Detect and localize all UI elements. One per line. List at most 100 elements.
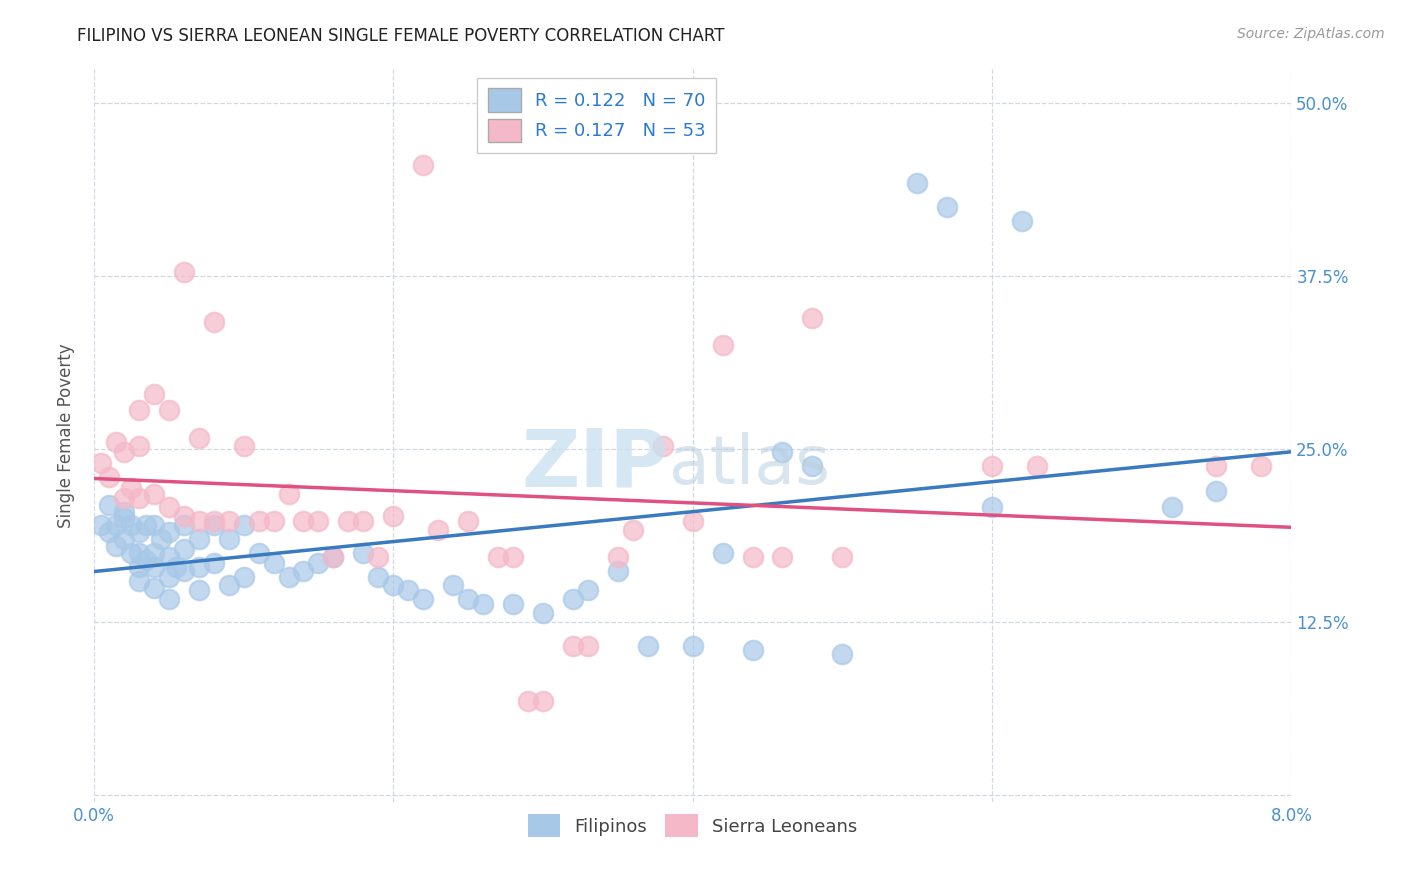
Point (142, 581, 165, 595)
Point (981, 458, 1004, 473)
Point (1205, 483, 1227, 498)
Point (142, 387, 165, 401)
Point (105, 518, 128, 533)
Point (135, 553, 157, 567)
Point (128, 546, 150, 560)
Point (277, 486, 299, 500)
Point (457, 514, 479, 528)
Point (218, 514, 240, 528)
Point (502, 550, 524, 565)
Point (472, 597, 495, 611)
Point (1205, 458, 1227, 473)
Point (165, 560, 187, 574)
Point (187, 533, 209, 547)
Point (486, 550, 509, 565)
Point (232, 440, 254, 454)
Point (142, 560, 165, 574)
Point (936, 200, 959, 214)
Point (576, 639, 599, 653)
Point (770, 445, 793, 459)
Point (905, 177, 928, 191)
Point (97, 498, 120, 512)
Point (427, 523, 450, 537)
Point (120, 481, 142, 495)
Point (157, 591, 180, 606)
Point (247, 546, 270, 560)
Point (531, 606, 554, 620)
Point (173, 265, 195, 279)
Point (292, 564, 315, 578)
Point (801, 310, 824, 325)
Point (202, 315, 225, 329)
Point (322, 550, 344, 565)
Point (142, 546, 165, 560)
Point (202, 556, 225, 570)
Point (128, 491, 150, 505)
Point (382, 578, 405, 592)
Point (150, 533, 173, 547)
Point (367, 569, 389, 583)
Point (128, 403, 150, 417)
Point (187, 514, 209, 528)
Point (247, 514, 270, 528)
Legend: Filipinos, Sierra Leoneans: Filipinos, Sierra Leoneans (520, 807, 865, 845)
Point (157, 500, 180, 515)
Point (831, 550, 853, 565)
Point (218, 578, 240, 592)
Point (128, 560, 150, 574)
Point (142, 518, 165, 533)
Point (263, 556, 285, 570)
Point (292, 514, 315, 528)
Point (173, 508, 195, 523)
Point (711, 546, 734, 560)
Point (97, 525, 120, 540)
Point (112, 511, 135, 525)
Point (412, 158, 434, 172)
Point (517, 694, 540, 708)
Point (367, 550, 389, 565)
Point (112, 491, 135, 505)
Point (157, 525, 180, 540)
Point (90, 518, 112, 533)
Point (651, 440, 673, 454)
Point (128, 525, 150, 540)
Point (682, 639, 704, 653)
Point (128, 574, 150, 588)
Point (352, 546, 374, 560)
Point (218, 533, 240, 547)
Point (711, 338, 734, 352)
Point (637, 639, 659, 653)
Point (576, 583, 599, 598)
Text: FILIPINO VS SIERRA LEONEAN SINGLE FEMALE POVERTY CORRELATION CHART: FILIPINO VS SIERRA LEONEAN SINGLE FEMALE… (77, 27, 725, 45)
Point (621, 523, 644, 537)
Point (502, 597, 524, 611)
Point (232, 569, 254, 583)
Point (232, 518, 254, 533)
Point (531, 694, 554, 708)
Point (382, 508, 405, 523)
Point (142, 486, 165, 500)
Text: Source: ZipAtlas.com: Source: ZipAtlas.com (1237, 27, 1385, 41)
Point (457, 591, 479, 606)
Point (981, 500, 1004, 515)
Point (120, 518, 142, 533)
Point (173, 518, 195, 533)
Point (263, 514, 285, 528)
Point (606, 564, 628, 578)
Point (741, 550, 763, 565)
Point (202, 518, 225, 533)
Point (112, 533, 135, 547)
Point (105, 435, 128, 450)
Point (441, 578, 464, 592)
Point (561, 639, 583, 653)
Y-axis label: Single Female Poverty: Single Female Poverty (58, 343, 75, 528)
Point (120, 546, 142, 560)
Point (337, 514, 360, 528)
Point (682, 514, 704, 528)
Point (307, 514, 329, 528)
Point (112, 445, 135, 459)
Point (741, 643, 763, 657)
Point (135, 518, 157, 533)
Point (97, 470, 120, 484)
Point (112, 504, 135, 518)
